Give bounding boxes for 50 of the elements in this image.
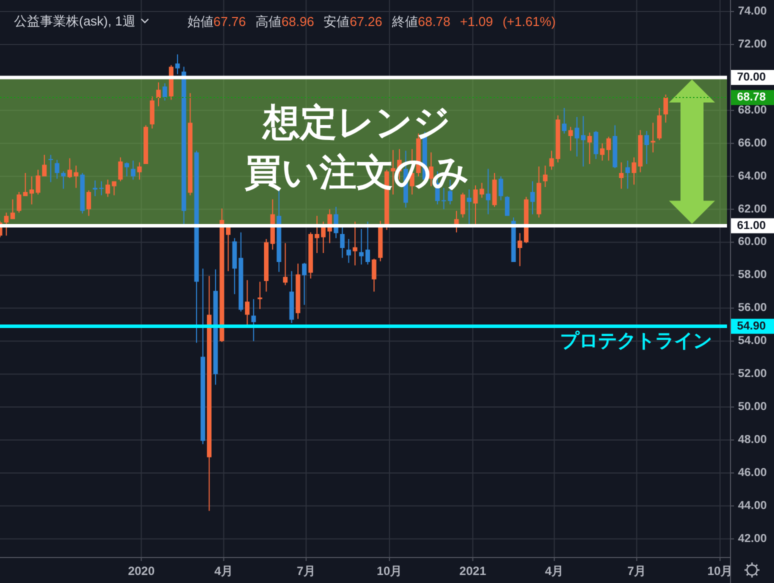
candlestick (48, 154, 53, 182)
candlestick (346, 238, 351, 263)
candlestick (650, 122, 656, 152)
y-tick-label: 42.00 (738, 532, 767, 545)
candlestick (258, 282, 262, 309)
y-tick-label: 68.00 (738, 104, 767, 116)
annotation: 70.00 (737, 71, 766, 84)
text: 始値67.76 高値68.96 安値67.26 終値68.78 +1.09 (+1.61%) (187, 14, 556, 28)
candlestick (61, 171, 66, 189)
y-tick-label: 74.00 (738, 6, 767, 18)
candlestick (175, 54, 180, 74)
x-tick-label: 4月 (544, 564, 564, 578)
x-tick-label: 10月 (707, 564, 733, 578)
candlestick (296, 264, 300, 319)
y-tick-label: 66.00 (738, 137, 767, 150)
candlestick (29, 176, 34, 204)
y-tick-label: 56.00 (738, 302, 767, 314)
y-tick-label: 54.00 (738, 335, 767, 348)
x-tick-label: 7月 (627, 564, 646, 578)
candlestick (580, 116, 586, 166)
candlestick (492, 173, 497, 207)
x-tick-label: 2020 (128, 564, 155, 578)
candlestick (568, 126, 573, 151)
y-tick-label: 46.00 (738, 466, 767, 479)
candlestick (124, 162, 130, 176)
x-tick-label: 7月 (296, 564, 316, 578)
candlestick (612, 125, 618, 168)
y-tick-label: 60.00 (738, 236, 767, 248)
y-tick-label: 58.00 (738, 269, 767, 282)
x-tick-label: 10月 (376, 564, 402, 578)
annotation: 54.90 (737, 320, 766, 332)
candlestick (283, 243, 288, 286)
y-tick-label: 44.00 (738, 500, 767, 512)
annotation: 68.78 (737, 92, 766, 104)
y-tick-label: 48.00 (738, 434, 767, 446)
candlestick (359, 229, 364, 264)
y-tick-label: 72.00 (738, 38, 767, 50)
y-tick-label: 62.00 (738, 203, 767, 216)
y-tick-label: 64.00 (738, 170, 767, 182)
candlestick (352, 222, 358, 266)
ref-line-label: プロテクトライン (560, 330, 712, 352)
x-tick-label: 2021 (459, 564, 486, 578)
y-tick-label: 52.00 (738, 368, 767, 380)
x-tick-label: 4月 (214, 564, 234, 578)
candlestick (486, 168, 490, 214)
text: 公益事業株(ask), 1週 (14, 14, 136, 28)
y-tick-label: 50.00 (738, 401, 767, 414)
band-label: 想定レンジ (261, 102, 451, 144)
candlestick (74, 166, 78, 188)
annotation: 61.00 (737, 220, 766, 232)
